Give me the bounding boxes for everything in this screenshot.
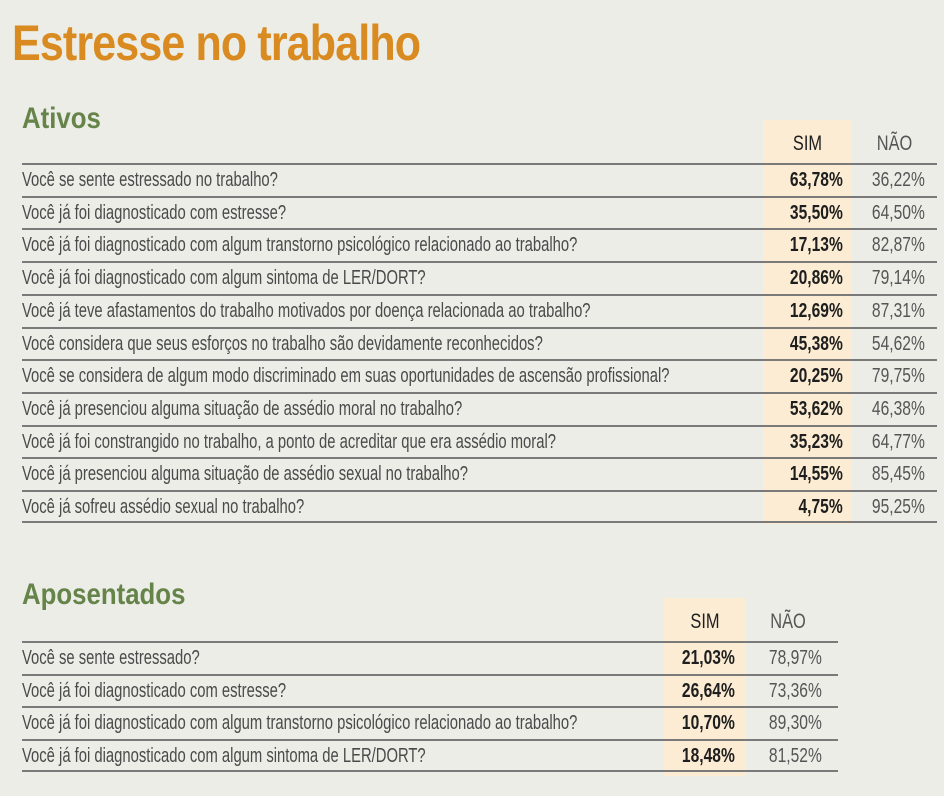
nao-value: 46,38% xyxy=(872,397,925,420)
sim-header: SIM xyxy=(792,132,823,155)
table-row: Você se sente estressado? 21,03% 78,97% xyxy=(22,641,838,674)
sim-value: 10,70% xyxy=(682,712,735,735)
table-row: Você já foi diagnosticado com estresse? … xyxy=(22,195,937,229)
nao-header: NÃO xyxy=(876,132,913,155)
nao-value: 95,25% xyxy=(872,496,925,518)
question-text: Você se sente estressado? xyxy=(22,647,200,669)
table-aposentados: SIM NÃO Você se sente estressado? 21,03%… xyxy=(22,598,838,776)
table-row: Você já teve afastamentos do trabalho mo… xyxy=(22,293,937,327)
table-row: Você já presenciou alguma situação de as… xyxy=(22,457,937,490)
nao-value: 36,22% xyxy=(872,169,925,191)
question-text: Você já foi diagnosticado com algum sint… xyxy=(22,267,426,290)
table-row: Você já foi diagnosticado com algum tran… xyxy=(22,228,937,261)
question-text: Você já teve afastamentos do trabalho mo… xyxy=(22,299,591,322)
table-row: Você considera que seus esforços no trab… xyxy=(22,326,937,360)
nao-header: NÃO xyxy=(770,610,806,633)
table-row: Você já foi diagnosticado com algum sint… xyxy=(22,261,937,294)
section-heading-aposentados: Aposentados xyxy=(22,578,186,611)
table-row: Você já presenciou alguma situação de as… xyxy=(22,391,937,425)
nao-value: 78,97% xyxy=(769,647,822,669)
sim-value: 35,23% xyxy=(790,430,843,453)
question-text: Você se considera de algum modo discrimi… xyxy=(22,365,670,388)
table-row: Você já foi diagnosticado com algum sint… xyxy=(22,739,838,772)
nao-value: 87,31% xyxy=(872,299,925,322)
sim-value: 26,64% xyxy=(682,679,735,702)
table-row: Você se sente estressado no trabalho? 63… xyxy=(22,163,937,196)
sim-value: 14,55% xyxy=(790,463,843,486)
sim-header: SIM xyxy=(690,610,720,633)
nao-value: 73,36% xyxy=(769,679,822,702)
sim-value: 4,75% xyxy=(798,496,843,518)
sim-column-highlight xyxy=(763,120,852,524)
question-text: Você já sofreu assédio sexual no trabalh… xyxy=(22,496,305,518)
question-text: Você se sente estressado no trabalho? xyxy=(22,169,278,191)
question-text: Você já foi diagnosticado com estresse? xyxy=(22,679,287,702)
question-text: Você já presenciou alguma situação de as… xyxy=(22,463,468,486)
question-text: Você considera que seus esforços no trab… xyxy=(22,332,543,355)
nao-value: 81,52% xyxy=(769,745,822,768)
question-text: Você já foi constrangido no trabalho, a … xyxy=(22,430,556,453)
sim-value: 17,13% xyxy=(790,234,843,257)
nao-value: 85,45% xyxy=(872,463,925,486)
table-row: Você já foi constrangido no trabalho, a … xyxy=(22,424,937,458)
sim-value: 35,50% xyxy=(790,201,843,224)
sim-value: 20,25% xyxy=(790,365,843,388)
nao-value: 79,14% xyxy=(872,267,925,290)
sim-value: 21,03% xyxy=(682,647,735,669)
page-title: Estresse no trabalho xyxy=(12,15,421,71)
table-row: Você já sofreu assédio sexual no trabalh… xyxy=(22,490,937,523)
question-text: Você já foi diagnosticado com estresse? xyxy=(22,201,287,224)
question-text: Você já presenciou alguma situação de as… xyxy=(22,397,463,420)
table-row: Você já foi diagnosticado com estresse? … xyxy=(22,673,838,707)
sim-value: 63,78% xyxy=(790,169,843,191)
nao-value: 79,75% xyxy=(872,365,925,388)
question-text: Você já foi diagnosticado com algum tran… xyxy=(22,712,578,735)
nao-value: 64,50% xyxy=(872,201,925,224)
nao-value: 64,77% xyxy=(872,430,925,453)
sim-value: 18,48% xyxy=(682,745,735,768)
sim-value: 12,69% xyxy=(790,299,843,322)
table-ativos: SIM NÃO Você se sente estressado no trab… xyxy=(22,120,937,524)
nao-value: 82,87% xyxy=(872,234,925,257)
question-text: Você já foi diagnosticado com algum sint… xyxy=(22,745,426,768)
table-row: Você se considera de algum modo discrimi… xyxy=(22,359,937,392)
sim-column-highlight xyxy=(664,598,746,776)
sim-value: 53,62% xyxy=(790,397,843,420)
sim-value: 45,38% xyxy=(790,332,843,355)
table-row: Você já foi diagnosticado com algum tran… xyxy=(22,706,838,739)
nao-value: 54,62% xyxy=(872,332,925,355)
question-text: Você já foi diagnosticado com algum tran… xyxy=(22,234,578,257)
nao-value: 89,30% xyxy=(769,712,822,735)
section-heading-ativos: Ativos xyxy=(22,102,101,135)
sim-value: 20,86% xyxy=(790,267,843,290)
